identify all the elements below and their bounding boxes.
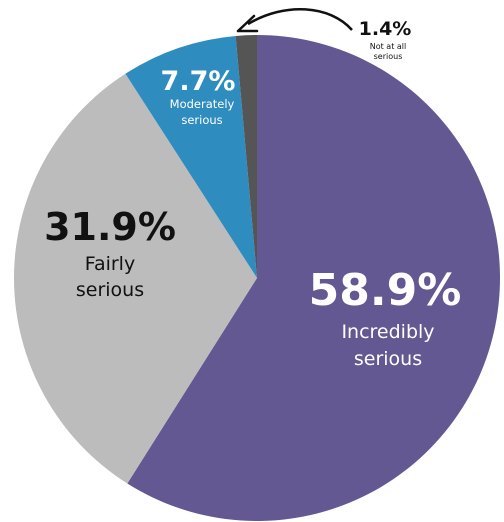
slice-labels: 58.9% Incredibly serious 31.9% Fairly serious…: [44, 18, 461, 370]
pie-slice-incredibly-serious: [127, 35, 500, 521]
pie-slices: [13, 35, 500, 521]
percent-label-not-at-all-serious: 1.4%: [359, 18, 412, 40]
callout-arrow: [247, 8, 353, 31]
category-label-moderately-serious-line-2: serious: [181, 113, 222, 127]
pie-slice-moderately-serious: [125, 35, 258, 279]
category-label-incredibly-serious-line-1: Incredibly: [341, 321, 434, 343]
pie-slice-not-at-all-serious: [235, 35, 257, 278]
percent-label-moderately-serious: 7.7%: [161, 66, 236, 97]
category-label-not-at-all-serious-line-2: serious: [374, 52, 403, 61]
category-label-fairly-serious-line-2: serious: [76, 279, 144, 301]
category-label-moderately-serious-line-1: Moderately: [170, 97, 235, 111]
category-label-fairly-serious-line-1: Fairly: [85, 253, 135, 275]
category-label-not-at-all-serious-line-1: Not at all: [370, 42, 407, 51]
percent-label-incredibly-serious: 58.9%: [309, 265, 462, 316]
pie-slice-fairly-serious: [13, 73, 257, 484]
percent-label-fairly-serious: 31.9%: [44, 205, 176, 249]
category-label-incredibly-serious-line-2: serious: [354, 348, 422, 370]
callout-arrowhead: [236, 14, 259, 33]
